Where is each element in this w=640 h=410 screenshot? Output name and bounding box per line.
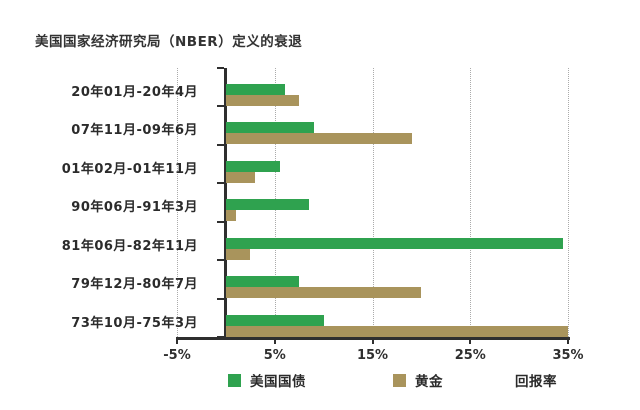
category-label: 90年06月-91年3月 bbox=[71, 200, 198, 216]
gold-bar bbox=[225, 325, 568, 337]
x-axis-tick bbox=[176, 337, 178, 344]
chart-title: 美国国家经济研究局（NBER）定义的衰退 bbox=[35, 34, 303, 50]
legend-item-treasuries: 美国国债 bbox=[228, 370, 306, 390]
x-axis-line bbox=[176, 337, 570, 340]
category-label: 81年06月-82年11月 bbox=[61, 238, 198, 254]
gold-bar bbox=[225, 210, 236, 222]
y-axis-tick bbox=[217, 143, 225, 146]
category-label: 20年01月-20年4月 bbox=[71, 85, 198, 100]
gold-bar bbox=[225, 248, 251, 260]
x-axis-tick bbox=[469, 337, 472, 344]
category-label: 07年11月-09年6月 bbox=[71, 123, 198, 139]
y-axis-tick bbox=[217, 297, 225, 300]
legend-label-treasuries: 美国国债 bbox=[250, 374, 306, 390]
gold-bar bbox=[225, 287, 422, 299]
y-axis-tick bbox=[217, 105, 225, 108]
gridline bbox=[470, 68, 472, 337]
x-tick-label: 5% bbox=[263, 348, 286, 363]
treasuries-bar bbox=[225, 199, 309, 211]
x-axis-tick bbox=[567, 337, 569, 344]
treasuries-bar bbox=[225, 122, 314, 134]
treasuries-bar bbox=[225, 237, 564, 249]
category-label: 01年02月-01年11月 bbox=[61, 161, 198, 177]
gridline bbox=[177, 68, 178, 337]
treasuries-swatch-icon bbox=[228, 373, 241, 387]
treasuries-bar bbox=[225, 160, 280, 172]
treasuries-bar bbox=[225, 84, 285, 95]
category-label: 79年12月-80年7月 bbox=[71, 277, 198, 293]
y-axis-line bbox=[224, 68, 227, 337]
legend: 美国国债 黄金 回报率 bbox=[0, 368, 640, 390]
gridline bbox=[372, 68, 374, 337]
x-tick-label: -5% bbox=[163, 348, 191, 363]
x-axis-tick bbox=[273, 337, 276, 344]
y-axis-tick bbox=[217, 182, 225, 185]
gold-bar bbox=[225, 171, 256, 183]
x-axis-label: 回报率 bbox=[515, 374, 557, 390]
y-axis-tick bbox=[217, 220, 225, 223]
y-axis-tick bbox=[217, 67, 225, 69]
legend-label-gold: 黄金 bbox=[415, 374, 443, 390]
y-axis-tick bbox=[217, 336, 225, 338]
y-axis-tick bbox=[217, 259, 225, 262]
treasuries-bar bbox=[225, 276, 300, 288]
treasuries-bar bbox=[225, 314, 324, 326]
gridline bbox=[568, 68, 569, 337]
x-axis-tick bbox=[371, 337, 374, 344]
x-tick-label: 35% bbox=[552, 348, 584, 363]
legend-item-gold: 黄金 bbox=[393, 370, 443, 390]
category-label: 73年10月-75年3月 bbox=[71, 315, 198, 331]
x-tick-label: 25% bbox=[454, 348, 486, 363]
gold-bar bbox=[225, 133, 412, 145]
gold-swatch-icon bbox=[393, 373, 406, 387]
x-tick-label: 15% bbox=[356, 348, 389, 363]
gold-bar bbox=[225, 95, 300, 106]
